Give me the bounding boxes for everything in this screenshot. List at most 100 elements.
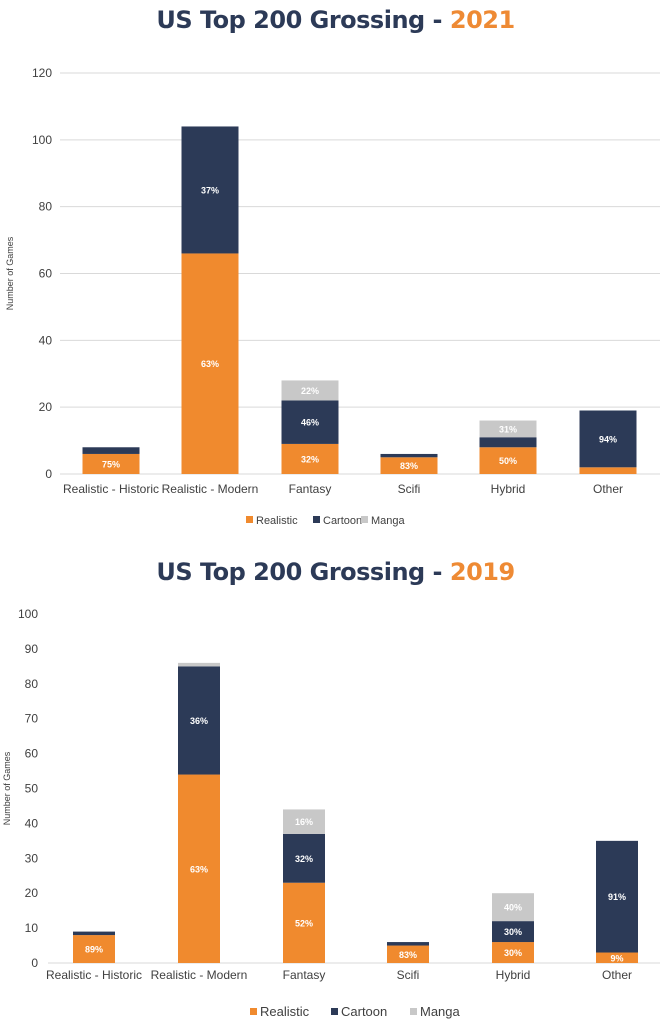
- y-tick-label: 90: [25, 642, 39, 656]
- legend-label-cartoon: Cartoon: [341, 1004, 387, 1019]
- legend-label-realistic: Realistic: [260, 1004, 310, 1019]
- legend-swatch-manga: [361, 516, 368, 523]
- data-label: 83%: [399, 950, 417, 960]
- chart-title-2019: US Top 200 Grossing - 2019: [0, 558, 671, 586]
- bar-realistic-0: [82, 453, 140, 474]
- bar-manga-2: [281, 380, 339, 401]
- bar-realistic-5: [579, 467, 637, 474]
- bar-cartoon-5: [596, 840, 638, 953]
- chart-2019-svg: 0 10 20 30 40 50 60 70 80 90 100 Number of Games 89%…: [2, 607, 660, 1019]
- chart-title-year: 2019: [449, 558, 515, 586]
- bar-cartoon-4: [479, 437, 537, 448]
- chart-2021-svg: 0 20 40 60 80 100 120 Number of Games 75% Realist…: [5, 66, 660, 527]
- y-tick-label: 100: [32, 133, 52, 147]
- bar-cartoon-3: [387, 942, 429, 946]
- chart-title-2021: US Top 200 Grossing - 2021: [0, 6, 671, 34]
- bar-cartoon-0: [82, 447, 140, 454]
- bar-realistic-5: [596, 952, 638, 963]
- y-tick-label: 40: [25, 816, 39, 830]
- y-tick-label: 80: [39, 200, 53, 214]
- x-tick-label: Fantasy: [283, 968, 326, 982]
- bar-realistic-4: [479, 447, 537, 474]
- bar-cartoon-2: [281, 400, 339, 444]
- y-axis-label: Number of Games: [2, 751, 12, 825]
- y-tick-label: 70: [25, 712, 39, 726]
- data-label: 36%: [190, 716, 208, 726]
- y-tick-label: 100: [18, 607, 38, 621]
- data-label: 40%: [504, 903, 522, 913]
- bar-realistic-1: [178, 774, 220, 963]
- y-tick-label: 20: [25, 886, 39, 900]
- x-tick-label: Hybrid: [496, 968, 531, 982]
- x-tick-label: Scifi: [398, 482, 421, 496]
- bar-cartoon-2: [283, 833, 325, 883]
- data-label: 63%: [190, 864, 208, 874]
- legend-label-cartoon: Cartoon: [323, 515, 362, 527]
- legend-label-manga: Manga: [420, 1004, 461, 1019]
- data-label: 16%: [295, 817, 313, 827]
- y-tick-label: 20: [39, 400, 53, 414]
- x-tick-label: Realistic - Historic: [63, 482, 159, 496]
- bar-manga-4: [492, 893, 534, 922]
- y-tick-label: 0: [45, 467, 52, 481]
- legend-swatch-manga: [410, 1008, 417, 1015]
- y-tick-label: 60: [25, 747, 39, 761]
- y-tick-label: 50: [25, 782, 39, 796]
- data-label: 32%: [301, 454, 319, 464]
- y-tick-label: 60: [39, 267, 53, 281]
- x-tick-label: Scifi: [397, 968, 420, 982]
- data-label: 46%: [301, 418, 319, 428]
- y-tick-label: 30: [25, 851, 39, 865]
- legend-label-manga: Manga: [371, 515, 406, 527]
- x-tick-label: Realistic - Historic: [46, 968, 142, 982]
- bar-cartoon-1: [178, 666, 220, 775]
- bar-realistic-2: [283, 882, 325, 963]
- data-label: 37%: [201, 185, 219, 195]
- legend-swatch-realistic: [246, 516, 253, 523]
- x-tick-label: Other: [593, 482, 623, 496]
- bar-cartoon-5: [579, 410, 637, 468]
- bar-cartoon-3: [380, 453, 438, 458]
- data-label: 31%: [499, 424, 517, 434]
- y-tick-label: 0: [31, 956, 38, 970]
- x-tick-label: Realistic - Modern: [151, 968, 248, 982]
- y-axis-label: Number of Games: [5, 236, 15, 310]
- bar-manga-4: [479, 420, 537, 438]
- bar-manga-1: [178, 662, 220, 667]
- legend-swatch-cartoon: [313, 516, 320, 523]
- bar-realistic-2: [281, 443, 339, 474]
- y-tick-label: 120: [32, 66, 52, 80]
- bar-cartoon-1: [181, 126, 239, 254]
- data-label: 30%: [504, 948, 522, 958]
- x-tick-label: Fantasy: [289, 482, 332, 496]
- chart-title-year: 2021: [449, 6, 515, 34]
- chart-title-text: US Top 200 Grossing -: [156, 6, 450, 34]
- x-tick-label: Hybrid: [491, 482, 526, 496]
- data-label: 32%: [295, 854, 313, 864]
- bar-realistic-1: [181, 253, 239, 474]
- data-label: 30%: [504, 927, 522, 937]
- data-label: 89%: [85, 945, 103, 955]
- legend-swatch-cartoon: [331, 1008, 338, 1015]
- data-label: 9%: [610, 953, 623, 963]
- bar-cartoon-4: [492, 921, 534, 943]
- bar-realistic-3: [387, 945, 429, 963]
- x-tick-label: Realistic - Modern: [162, 482, 259, 496]
- data-label: 22%: [301, 386, 319, 396]
- bar-manga-2: [283, 809, 325, 834]
- data-label: 83%: [400, 461, 418, 471]
- bar-realistic-0: [73, 935, 115, 963]
- y-tick-label: 40: [39, 333, 53, 347]
- data-label: 52%: [295, 918, 313, 928]
- data-label: 63%: [201, 359, 219, 369]
- data-label: 94%: [599, 434, 617, 444]
- chart-title-text: US Top 200 Grossing -: [156, 558, 450, 586]
- x-tick-label: Other: [602, 968, 632, 982]
- data-label: 91%: [608, 892, 626, 902]
- legend-swatch-realistic: [250, 1008, 257, 1015]
- bar-cartoon-0: [73, 931, 115, 936]
- y-tick-label: 10: [25, 921, 39, 935]
- data-label: 50%: [499, 456, 517, 466]
- bar-realistic-4: [492, 942, 534, 963]
- y-tick-label: 80: [25, 677, 39, 691]
